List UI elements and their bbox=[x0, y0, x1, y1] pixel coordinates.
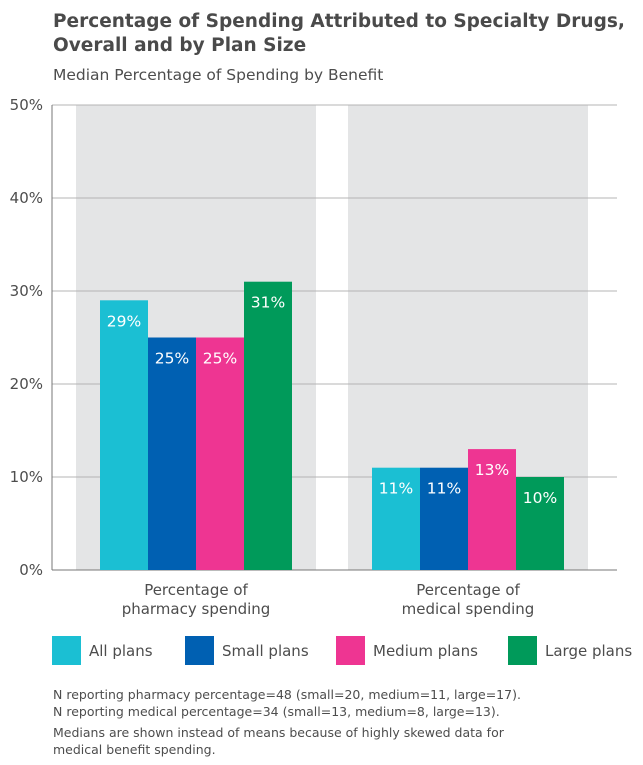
bar-chart: 0% 10% 20% 30% 40% 50% 29% 25% 25% 31% Percentage … bbox=[10, 96, 617, 618]
bar-medical-large-plans bbox=[516, 477, 564, 570]
y-tick-label-0: 0% bbox=[19, 561, 43, 579]
bar-medical-all-plans bbox=[372, 467, 420, 570]
data-label-medical-large-plans: 10% bbox=[523, 489, 557, 507]
y-tick-label-30: 30% bbox=[10, 282, 43, 300]
data-label-pharmacy-large-plans: 31% bbox=[251, 294, 285, 312]
chart-title-line-1: Percentage of Spending Attributed to Spe… bbox=[53, 11, 625, 32]
legend-swatch-all-plans bbox=[52, 636, 81, 665]
data-label-medical-all-plans: 11% bbox=[379, 480, 413, 498]
bar-medical-small-plans bbox=[420, 467, 468, 570]
note-medians-line-1: Medians are shown instead of means becau… bbox=[53, 725, 504, 740]
y-tick-label-20: 20% bbox=[10, 375, 43, 393]
bar-pharmacy-small-plans bbox=[148, 337, 196, 570]
legend-label-small-plans: Small plans bbox=[222, 642, 309, 660]
legend-swatch-large-plans bbox=[508, 636, 537, 665]
note-pharmacy-n: N reporting pharmacy percentage=48 (smal… bbox=[53, 687, 521, 702]
x-category-label-pharmacy-line-1: Percentage of bbox=[144, 581, 248, 599]
chart-title-line-2: Overall and by Plan Size bbox=[53, 35, 307, 56]
data-label-pharmacy-medium-plans: 25% bbox=[203, 350, 237, 368]
data-label-pharmacy-small-plans: 25% bbox=[155, 350, 189, 368]
bar-pharmacy-large-plans bbox=[244, 281, 292, 570]
note-medical-n: N reporting medical percentage=34 (small… bbox=[53, 704, 500, 719]
bar-pharmacy-medium-plans bbox=[196, 337, 244, 570]
legend-swatch-medium-plans bbox=[336, 636, 365, 665]
data-label-medical-small-plans: 11% bbox=[427, 480, 461, 498]
chart-notes: N reporting pharmacy percentage=48 (smal… bbox=[53, 686, 638, 758]
y-tick-label-50: 50% bbox=[10, 96, 43, 114]
legend-label-all-plans: All plans bbox=[89, 642, 153, 660]
chart-legend: All plans Small plans Medium plans Large… bbox=[0, 636, 643, 666]
x-category-label-pharmacy-line-2: pharmacy spending bbox=[122, 600, 271, 618]
legend-label-medium-plans: Medium plans bbox=[373, 642, 478, 660]
y-tick-label-40: 40% bbox=[10, 189, 43, 207]
x-category-label-medical-line-1: Percentage of bbox=[416, 581, 520, 599]
x-category-label-medical-line-2: medical spending bbox=[402, 600, 535, 618]
chart-title: Percentage of Spending Attributed to Spe… bbox=[53, 10, 633, 58]
data-label-medical-medium-plans: 13% bbox=[475, 461, 509, 479]
legend-label-large-plans: Large plans bbox=[545, 642, 633, 660]
legend-swatch-small-plans bbox=[185, 636, 214, 665]
chart-subtitle: Median Percentage of Spending by Benefit bbox=[53, 66, 384, 84]
data-label-pharmacy-all-plans: 29% bbox=[107, 312, 141, 330]
bar-pharmacy-all-plans bbox=[100, 300, 148, 570]
bar-medical-medium-plans bbox=[468, 449, 516, 570]
note-medians-line-2: medical benefit spending. bbox=[53, 742, 216, 757]
y-tick-label-10: 10% bbox=[10, 468, 43, 486]
